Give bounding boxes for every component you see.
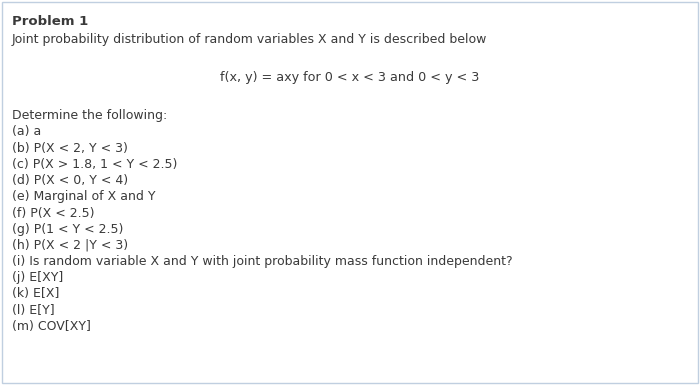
Text: (j) E[XY]: (j) E[XY] bbox=[12, 271, 63, 284]
Text: (m) COV[XY]: (m) COV[XY] bbox=[12, 320, 91, 333]
Text: (e) Marginal of X and Y: (e) Marginal of X and Y bbox=[12, 190, 155, 203]
Text: (g) P(1 < Y < 2.5): (g) P(1 < Y < 2.5) bbox=[12, 223, 123, 236]
Text: Problem 1: Problem 1 bbox=[12, 15, 88, 28]
Text: (d) P(X < 0, Y < 4): (d) P(X < 0, Y < 4) bbox=[12, 174, 128, 187]
Text: (h) P(X < 2 |Y < 3): (h) P(X < 2 |Y < 3) bbox=[12, 239, 128, 252]
Text: (f) P(X < 2.5): (f) P(X < 2.5) bbox=[12, 206, 95, 219]
Text: f(x, y) = axy for 0 < x < 3 and 0 < y < 3: f(x, y) = axy for 0 < x < 3 and 0 < y < … bbox=[220, 71, 480, 84]
Text: (i) Is random variable X and Y with joint probability mass function independent?: (i) Is random variable X and Y with join… bbox=[12, 255, 512, 268]
Text: (c) P(X > 1.8, 1 < Y < 2.5): (c) P(X > 1.8, 1 < Y < 2.5) bbox=[12, 158, 177, 171]
Text: (l) E[Y]: (l) E[Y] bbox=[12, 304, 55, 317]
Text: Determine the following:: Determine the following: bbox=[12, 109, 167, 122]
Text: (b) P(X < 2, Y < 3): (b) P(X < 2, Y < 3) bbox=[12, 142, 128, 155]
Text: (a) a: (a) a bbox=[12, 126, 41, 139]
Text: (k) E[X]: (k) E[X] bbox=[12, 288, 60, 301]
Text: Joint probability distribution of random variables X and Y is described below: Joint probability distribution of random… bbox=[12, 33, 487, 46]
